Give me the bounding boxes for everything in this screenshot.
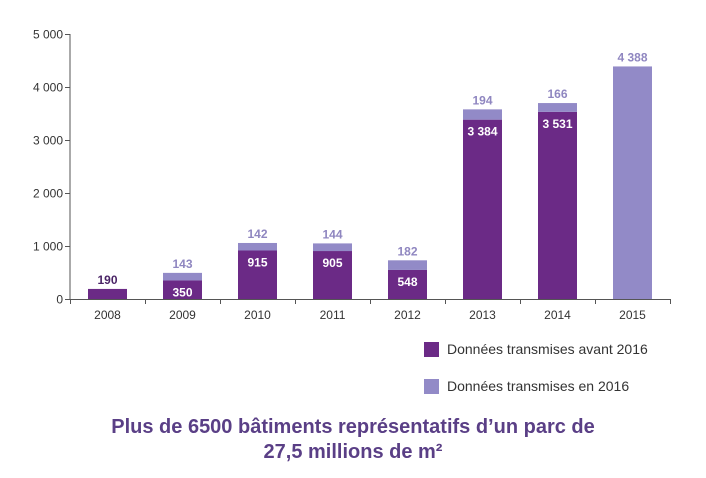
- y-tick-label: 3 000: [33, 134, 63, 148]
- value-label-in-2016: 144: [322, 227, 342, 241]
- bar-before-2016: [163, 280, 202, 299]
- bar-in-2016: [388, 260, 427, 270]
- x-tick-label: 2015: [619, 308, 646, 322]
- bar-in-2016: [238, 242, 277, 251]
- value-label-before-2016: 3 531: [542, 117, 572, 131]
- value-label-in-2016: 143: [172, 257, 192, 271]
- x-tick-label: 2014: [544, 308, 571, 322]
- value-label-before-2016: 3 384: [467, 125, 497, 139]
- y-tick-label: 5 000: [33, 28, 63, 42]
- bar-before-2016: [313, 251, 352, 299]
- value-label-in-2016: 194: [472, 93, 492, 107]
- bar-before-2016: [88, 288, 127, 299]
- bar-before-2016: [388, 269, 427, 299]
- bar-in-2016: [163, 272, 202, 281]
- bar-in-2016: [463, 109, 502, 120]
- bar-before-2016: [538, 111, 577, 300]
- value-label-before-2016: 190: [97, 273, 117, 287]
- legend-item-before: Données transmises avant 2016: [424, 341, 648, 357]
- legend-label-before: Données transmises avant 2016: [447, 341, 648, 357]
- bar-before-2016: [238, 250, 277, 299]
- value-label-in-2016: 142: [247, 227, 267, 241]
- value-label-in-2016: 166: [547, 87, 567, 101]
- legend-swatch-during: [424, 378, 439, 394]
- bar-in-2016: [538, 103, 577, 112]
- x-tick-label: 2013: [469, 308, 496, 322]
- value-label-before-2016: 915: [247, 256, 267, 270]
- y-tick-label: 2 000: [33, 187, 63, 201]
- x-tick-label: 2012: [394, 308, 421, 322]
- value-label-in-2016: 4 388: [617, 50, 647, 64]
- bar-in-2016: [313, 243, 352, 252]
- bar-in-2016: [613, 66, 652, 299]
- value-label-before-2016: 548: [397, 275, 417, 289]
- value-label-before-2016: 905: [322, 256, 342, 270]
- y-tick-label: 0: [56, 293, 63, 307]
- x-tick-label: 2008: [94, 308, 121, 322]
- y-tick-label: 1 000: [33, 240, 63, 254]
- x-tick-label: 2010: [244, 308, 271, 322]
- x-tick-label: 2011: [320, 308, 346, 322]
- chart-title-line-2: 27,5 millions de m²: [263, 441, 443, 463]
- legend-swatch-before: [424, 341, 439, 357]
- bar-chart: 0 1 000 2 000 3 000 4 000 5 000 190 2008 350 143 2…: [33, 28, 671, 322]
- value-label-in-2016: 182: [397, 244, 417, 258]
- y-tick-label: 4 000: [33, 81, 63, 95]
- bar-before-2016: [463, 119, 502, 299]
- x-tick-label: 2009: [169, 308, 196, 322]
- value-label-before-2016: 350: [172, 285, 192, 299]
- chart-title-line-1: Plus de 6500 bâtiments représentatifs d’…: [111, 416, 595, 438]
- legend-label-during: Données transmises en 2016: [447, 378, 630, 394]
- chart-title: Plus de 6500 bâtiments représentatifs d’…: [0, 415, 706, 465]
- legend-item-during: Données transmises en 2016: [424, 378, 629, 394]
